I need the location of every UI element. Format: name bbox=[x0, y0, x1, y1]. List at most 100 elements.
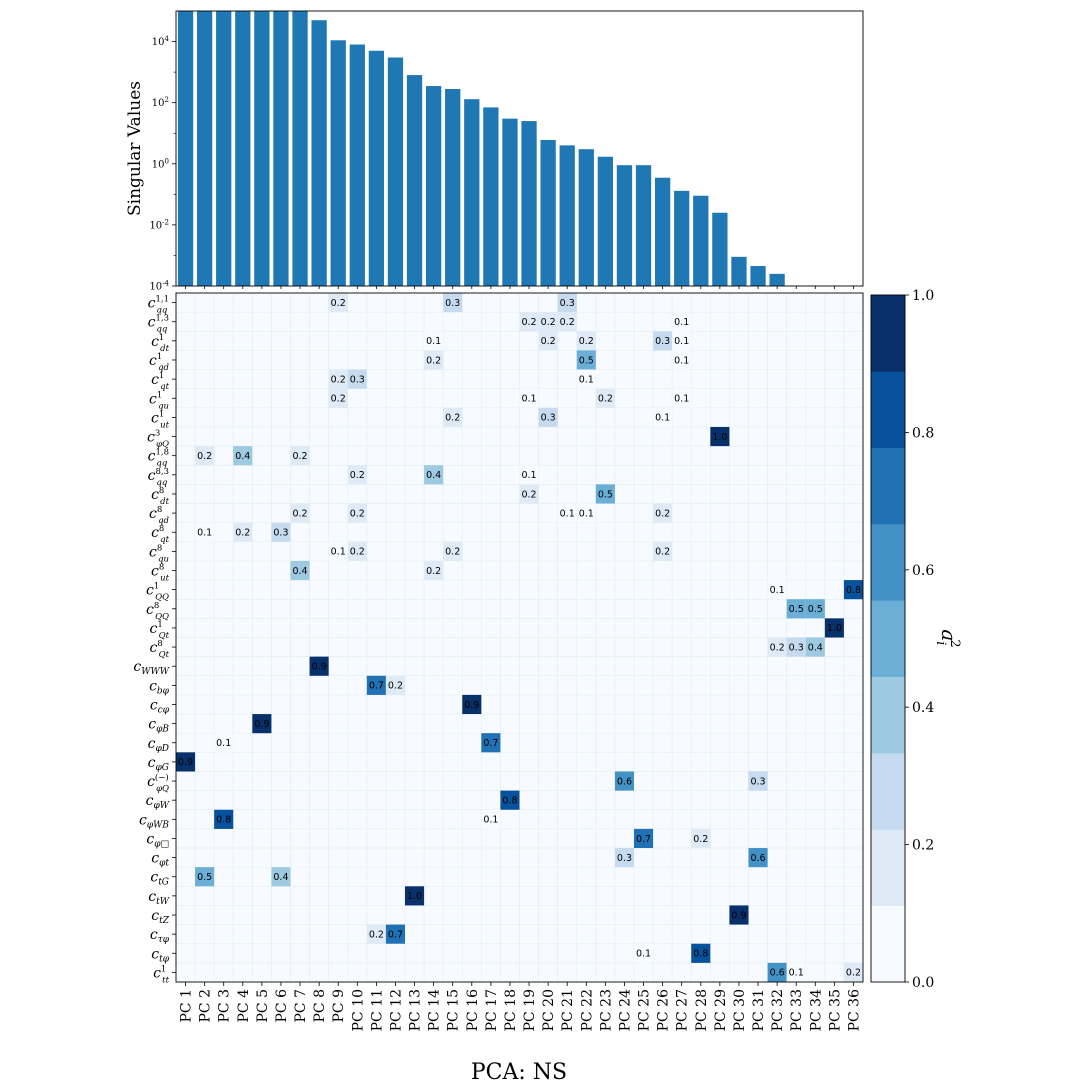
heatmap-cell-label: 1.0 bbox=[827, 623, 842, 634]
heatmap-y-tick-label: c1 qt bbox=[151, 371, 170, 392]
bar-plot-frame bbox=[175, 10, 864, 287]
colorbar-tick-label: 0.2 bbox=[912, 838, 934, 854]
bar-y-tick-label: 102 bbox=[152, 96, 169, 109]
heatmap-cell-label: 0.2 bbox=[655, 508, 670, 519]
colorbar-segment bbox=[871, 829, 905, 906]
heatmap-y-tick-label: c8 QQ bbox=[146, 601, 169, 622]
heatmap-cell bbox=[290, 503, 310, 523]
heatmap-cell-label: 0.2 bbox=[579, 336, 594, 347]
bar bbox=[750, 266, 766, 286]
heatmap-cell-label: 0.3 bbox=[445, 298, 460, 309]
heatmap-cell-label: 0.1 bbox=[426, 336, 441, 347]
heatmap-cell bbox=[653, 331, 673, 351]
heatmap-cell-label: 0.2 bbox=[445, 413, 460, 424]
bar bbox=[616, 165, 633, 286]
heatmap-cell bbox=[843, 962, 863, 982]
heatmap-x-tick-label: PC 2 bbox=[198, 989, 214, 1023]
heatmap-cell bbox=[672, 388, 692, 408]
heatmap-cell-label: 0.2 bbox=[388, 681, 403, 692]
heatmap-y-tick-label: c1 tt bbox=[153, 964, 169, 985]
heatmap-x-tick-label: PC 18 bbox=[503, 989, 519, 1031]
heatmap-cell-label: 0.3 bbox=[541, 413, 556, 424]
heatmap-x-tick-label: PC 3 bbox=[217, 989, 233, 1023]
heatmap-cell bbox=[614, 848, 634, 868]
heatmap-cell-label: 0.1 bbox=[197, 528, 212, 539]
heatmap-cell bbox=[653, 541, 673, 561]
heatmap-y-tick-label: ctφ bbox=[151, 946, 169, 964]
bar bbox=[483, 107, 499, 287]
heatmap-cell bbox=[328, 541, 348, 561]
heatmap-cell-label: 1.0 bbox=[407, 891, 422, 902]
heatmap-cell bbox=[443, 541, 463, 561]
heatmap-x-tick-label: PC 10 bbox=[350, 989, 366, 1031]
heatmap-cell bbox=[462, 694, 482, 715]
heatmap-cell bbox=[767, 962, 787, 982]
heatmap-cell-label: 0.4 bbox=[808, 642, 823, 653]
heatmap-x-tick-label: PC 20 bbox=[541, 989, 557, 1031]
heatmap-x-tick-label: PC 26 bbox=[656, 989, 672, 1031]
heatmap-y-tick-label: c1 QQ bbox=[146, 582, 169, 603]
heatmap-cell-label: 0.2 bbox=[846, 968, 861, 979]
bar bbox=[235, 11, 251, 286]
heatmap-cell bbox=[557, 503, 577, 523]
heatmap-cell bbox=[595, 484, 615, 504]
heatmap-x-tick-label: PC 14 bbox=[427, 989, 443, 1031]
heatmap-x-tick-label: PC 32 bbox=[770, 989, 786, 1031]
heatmap-cell bbox=[481, 733, 501, 753]
colorbar-segment bbox=[871, 676, 905, 754]
heatmap-cell-label: 0.8 bbox=[502, 795, 517, 806]
heatmap-cell bbox=[195, 446, 215, 466]
heatmap-x-tick-label: PC 4 bbox=[236, 989, 252, 1023]
heatmap-cell bbox=[500, 790, 520, 810]
colorbar-segment bbox=[871, 447, 905, 525]
bar bbox=[559, 145, 575, 286]
heatmap-x-tick-label: PC 8 bbox=[312, 989, 328, 1023]
heatmap-cell-label: 0.2 bbox=[655, 547, 670, 558]
bar bbox=[635, 165, 652, 286]
heatmap-x-tick-label: PC 19 bbox=[522, 989, 538, 1031]
heatmap-cell-label: 0.3 bbox=[273, 528, 288, 539]
heatmap-y-tick-label: c(−) φQ bbox=[147, 772, 169, 794]
heatmap-cell-label: 0.3 bbox=[560, 298, 575, 309]
bar bbox=[540, 140, 556, 286]
heatmap-x-tick-label: PC 23 bbox=[598, 989, 614, 1031]
heatmap-y-tick-label: ctG bbox=[150, 870, 169, 888]
heatmap-cell bbox=[443, 293, 463, 313]
heatmap-cell-label: 0.1 bbox=[674, 336, 689, 347]
heatmap-cell-label: 0.1 bbox=[674, 394, 689, 405]
heatmap-cell bbox=[290, 446, 310, 466]
bar bbox=[693, 195, 709, 286]
heatmap-cell bbox=[672, 312, 692, 332]
heatmap-y-tick-label: cφG bbox=[148, 755, 169, 773]
colorbar-tick-label: 0.4 bbox=[912, 700, 934, 716]
heatmap-cell-label: 0.2 bbox=[197, 451, 212, 462]
heatmap-cell bbox=[424, 331, 444, 351]
colorbar-segment bbox=[871, 600, 905, 677]
heatmap-cell-label: 0.7 bbox=[369, 681, 384, 692]
heatmap-y-tick-label: c1,8 qq bbox=[148, 448, 169, 469]
heatmap-cell bbox=[614, 771, 634, 791]
heatmap-cell bbox=[214, 809, 234, 829]
heatmap-cell-label: 0.1 bbox=[579, 508, 594, 519]
heatmap-x-tick-label: PC 13 bbox=[408, 989, 424, 1031]
colorbar-segment bbox=[871, 905, 905, 983]
heatmap-cell-label: 0.2 bbox=[331, 394, 346, 405]
heatmap-cell-label: 0.1 bbox=[770, 585, 785, 596]
heatmap-cell bbox=[786, 637, 806, 657]
heatmap-cell-label: 0.9 bbox=[731, 910, 746, 921]
heatmap-cell bbox=[710, 426, 730, 447]
heatmap-cell bbox=[824, 618, 844, 638]
heatmap-y-tick-label: c3 φQ bbox=[147, 429, 169, 450]
heatmap-cell bbox=[405, 886, 425, 906]
heatmap-cell bbox=[519, 484, 539, 504]
heatmap-cell bbox=[424, 350, 444, 370]
heatmap-cell bbox=[233, 446, 253, 466]
heatmap-cell bbox=[691, 828, 711, 849]
heatmap-cell-label: 0.7 bbox=[388, 929, 403, 940]
bar bbox=[177, 11, 194, 286]
heatmap-x-tick-label: PC 25 bbox=[637, 989, 653, 1031]
colorbar-label: ai2 bbox=[933, 629, 962, 647]
heatmap-cell bbox=[538, 312, 558, 332]
heatmap-cell-label: 1.0 bbox=[712, 432, 727, 443]
heatmap-cell-label: 0.9 bbox=[178, 757, 193, 768]
